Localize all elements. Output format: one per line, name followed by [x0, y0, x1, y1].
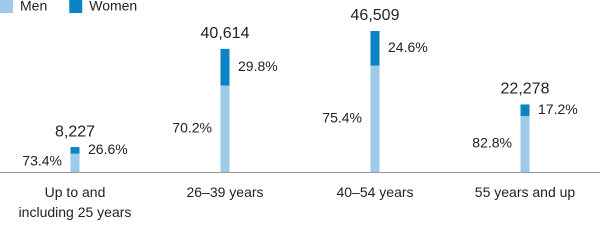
total-label: 8,227: [55, 123, 95, 140]
bar-segment: [520, 104, 530, 117]
total-label: 46,509: [351, 7, 400, 24]
x-tick-label: Up to and including 25 years: [18, 184, 132, 220]
bar-segment: [220, 48, 230, 86]
legend-swatch: [0, 0, 13, 13]
value-label: 75.4%: [322, 110, 362, 126]
legend-swatch: [69, 0, 83, 13]
value-label: 26.6%: [88, 141, 128, 157]
bar-segment: [70, 147, 80, 154]
chart: Men Women 73.4% 26.6% 8,227 70.2% 29.8% 40,614 7…: [0, 0, 600, 220]
bar-segment: [370, 65, 380, 172]
legend-label: Women: [89, 0, 137, 14]
total-label: 22,278: [501, 81, 550, 98]
bar-segment: [70, 153, 80, 172]
value-label: 29.8%: [238, 58, 278, 74]
bar-segment: [370, 31, 380, 66]
value-label: 17.2%: [538, 101, 578, 117]
plot: Men Women 73.4% 26.6%8,227 70.2% 29.8% 40,614 7…: [0, 0, 600, 173]
total-label: 40,614: [201, 25, 250, 42]
x-tick-label: 40–54 years: [336, 184, 414, 200]
value-label: 73.4%: [22, 153, 62, 169]
value-label: 82.8%: [472, 135, 512, 151]
bar-segment: [220, 85, 230, 172]
x-tick-label: 55 years and up: [474, 184, 576, 200]
value-label: 70.2%: [172, 119, 212, 135]
legend-label: Men: [20, 0, 47, 14]
value-label: 24.6%: [388, 39, 428, 55]
x-tick-label: 26–39 years: [186, 184, 264, 200]
bar-segment: [520, 116, 530, 172]
